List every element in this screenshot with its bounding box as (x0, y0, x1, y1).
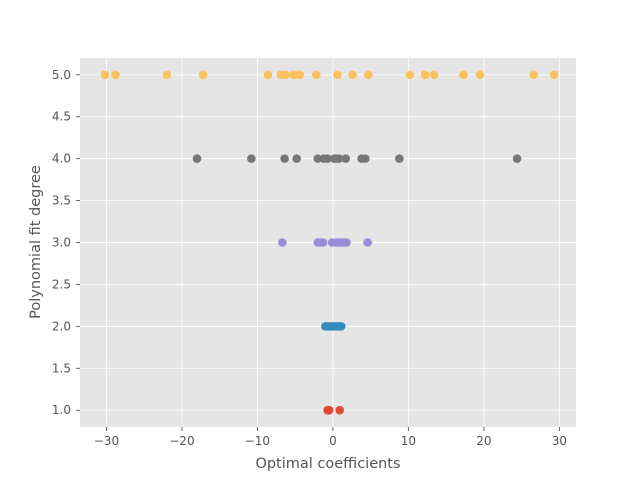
data-point (334, 154, 344, 163)
series-degree-5 (100, 70, 559, 80)
data-point (192, 154, 202, 163)
data-point (100, 70, 110, 80)
data-point (348, 70, 357, 80)
x-tick-label: −20 (169, 434, 194, 448)
y-tick-label: 3.0 (52, 236, 71, 250)
data-point (318, 238, 328, 247)
x-axis-label: Optimal coefficients (255, 456, 400, 472)
data-point (341, 154, 351, 163)
data-point (429, 70, 439, 80)
y-tick-label: 5.0 (52, 68, 71, 82)
data-point (475, 70, 485, 80)
data-point (247, 154, 256, 163)
x-tick-label: 10 (401, 434, 416, 448)
y-tick-label: 1.0 (52, 403, 71, 417)
data-point (278, 238, 287, 247)
y-tick-label: 3.5 (52, 194, 71, 208)
data-point (420, 70, 430, 80)
data-point (162, 70, 172, 80)
data-point (549, 70, 559, 80)
x-tick-label: −10 (245, 434, 270, 448)
x-tick-label: −30 (94, 434, 119, 448)
data-point (263, 70, 273, 80)
y-axis-ticks: 1.0 1.5 2.0 2.5 3.0 3.5 4.0 4.5 5.0 (52, 68, 80, 417)
series-degree-3 (278, 238, 372, 247)
data-point (281, 70, 290, 80)
x-tick-label: 0 (329, 434, 337, 448)
x-tick-label: 30 (552, 434, 567, 448)
data-point (361, 154, 370, 163)
data-point (405, 70, 415, 80)
data-point (324, 405, 334, 415)
data-point (363, 238, 372, 247)
data-point (395, 154, 404, 163)
data-point (333, 70, 342, 80)
y-axis-label: Polynomial fit degree (28, 165, 44, 319)
y-tick-label: 2.0 (52, 319, 71, 333)
data-point (111, 70, 120, 80)
data-point (459, 70, 468, 80)
data-point (364, 70, 373, 80)
data-point (289, 70, 298, 80)
y-tick-label: 4.5 (52, 110, 71, 124)
data-point (323, 154, 332, 163)
data-point (342, 238, 351, 247)
x-tick-label: 20 (476, 434, 491, 448)
data-point (336, 322, 346, 331)
x-axis-ticks: −30 −20 −10 0 10 20 30 (94, 427, 567, 448)
y-tick-label: 1.5 (52, 361, 71, 375)
data-points (100, 70, 559, 415)
series-degree-1 (323, 405, 345, 415)
data-point (529, 70, 539, 80)
data-point (313, 154, 323, 163)
data-point (292, 154, 301, 163)
data-point (198, 70, 208, 80)
y-tick-label: 4.0 (52, 152, 71, 166)
data-point (295, 70, 304, 80)
series-degree-2 (321, 322, 346, 331)
data-point (335, 405, 345, 415)
data-point (311, 70, 321, 80)
data-point (512, 154, 522, 163)
data-point (280, 154, 289, 163)
series-degree-4 (192, 154, 522, 163)
y-tick-label: 2.5 (52, 277, 71, 291)
